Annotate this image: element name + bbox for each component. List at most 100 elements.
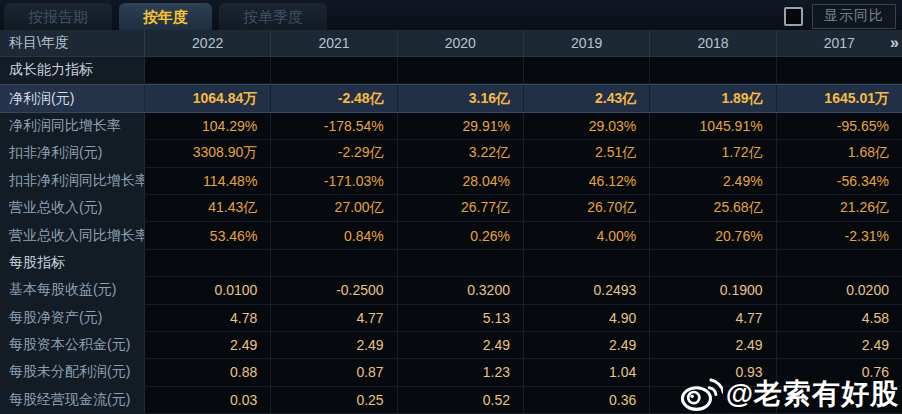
financial-data-table: 科目\年度 202220212020201920182017» 成长能力指标净利… [0, 30, 902, 414]
value-cell: 28.04% [398, 168, 524, 194]
year-column-header[interactable]: 2018 [650, 30, 776, 56]
value-cell: -2.31% [777, 222, 902, 248]
year-column-header[interactable]: 2017» [777, 30, 902, 56]
value-cell [145, 57, 271, 83]
value-cell: 0.52 [398, 387, 524, 413]
value-cell: 2.49 [398, 332, 524, 358]
value-cell: 0.88 [145, 359, 271, 385]
value-cell: 41.43亿 [145, 195, 271, 221]
value-cell: 4.58 [777, 305, 902, 331]
value-cell: 1.04 [524, 359, 650, 385]
value-cell: 1045.91% [650, 113, 776, 139]
year-column-header[interactable]: 2020 [398, 30, 524, 56]
value-cell [777, 250, 902, 276]
value-cell: 27.00亿 [271, 195, 397, 221]
yoy-controls: 显示同比 [784, 4, 896, 29]
table-row[interactable]: 营业总收入(元)41.43亿27.00亿26.77亿26.70亿25.68亿21… [0, 195, 902, 222]
table-row[interactable]: 基本每股收益(元)0.0100-0.25000.32000.24930.1900… [0, 277, 902, 304]
show-yoy-label[interactable]: 显示同比 [812, 4, 896, 29]
value-cell: -95.65% [777, 113, 902, 139]
value-cell [398, 250, 524, 276]
value-cell: 114.48% [145, 168, 271, 194]
table-row[interactable]: 每股经营现金流(元)0.030.250.520.36 [0, 387, 902, 414]
table-row[interactable]: 净利润同比增长率104.29%-178.54%29.91%29.03%1045.… [0, 113, 902, 140]
corner-header: 科目\年度 [0, 30, 145, 56]
value-cell: 1.89亿 [650, 85, 776, 111]
row-label: 每股未分配利润(元) [0, 359, 145, 385]
value-cell: 20.76% [650, 222, 776, 248]
table-row[interactable]: 每股资本公积金(元)2.492.492.492.492.492.49 [0, 332, 902, 359]
period-tab-bar: 按报告期 按年度 按单季度 显示同比 [0, 0, 902, 30]
value-cell: 1.23 [398, 359, 524, 385]
row-label: 基本每股收益(元) [0, 277, 145, 303]
year-column-header[interactable]: 2019 [524, 30, 650, 56]
value-cell [650, 250, 776, 276]
value-cell [524, 250, 650, 276]
value-cell [524, 57, 650, 83]
table-row[interactable]: 每股未分配利润(元)0.880.871.231.040.930.76 [0, 359, 902, 386]
value-cell: 0.0200 [777, 277, 902, 303]
value-cell: -2.29亿 [271, 140, 397, 166]
value-cell: 0.26% [398, 222, 524, 248]
value-cell [650, 387, 776, 413]
year-column-header[interactable]: 2021 [271, 30, 397, 56]
value-cell: 21.26亿 [777, 195, 902, 221]
row-label: 净利润同比增长率 [0, 113, 145, 139]
value-cell: 46.12% [524, 168, 650, 194]
value-cell: 53.46% [145, 222, 271, 248]
value-cell: 4.77 [650, 305, 776, 331]
value-cell: 1645.01万 [777, 85, 902, 111]
value-cell: -56.34% [777, 168, 902, 194]
value-cell: 0.84% [271, 222, 397, 248]
value-cell: 0.36 [524, 387, 650, 413]
table-row[interactable]: 净利润(元)1064.84万-2.48亿3.16亿2.43亿1.89亿1645.… [0, 84, 902, 112]
row-label: 扣非净利润(元) [0, 140, 145, 166]
more-years-icon[interactable]: » [890, 34, 897, 52]
value-cell: 1.68亿 [777, 140, 902, 166]
value-cell: -0.2500 [271, 277, 397, 303]
table-row[interactable]: 扣非净利润同比增长率114.48%-171.03%28.04%46.12%2.4… [0, 168, 902, 195]
value-cell: 26.77亿 [398, 195, 524, 221]
value-cell: 5.13 [398, 305, 524, 331]
value-cell [777, 387, 902, 413]
row-label: 营业总收入(元) [0, 195, 145, 221]
tab-by-quarter[interactable]: 按单季度 [219, 3, 327, 30]
value-cell: 0.1900 [650, 277, 776, 303]
tab-by-year[interactable]: 按年度 [119, 3, 212, 30]
table-row[interactable]: 每股净资产(元)4.784.775.134.904.774.58 [0, 305, 902, 332]
table-row[interactable]: 营业总收入同比增长率53.46%0.84%0.26%4.00%20.76%-2.… [0, 222, 902, 249]
value-cell: 2.49 [524, 332, 650, 358]
value-cell: 25.68亿 [650, 195, 776, 221]
value-cell: 0.2493 [524, 277, 650, 303]
value-cell: 2.43亿 [524, 85, 650, 111]
show-yoy-checkbox[interactable] [784, 7, 803, 26]
value-cell: -171.03% [271, 168, 397, 194]
table-row[interactable]: 成长能力指标 [0, 57, 902, 84]
year-column-header[interactable]: 2022 [145, 30, 271, 56]
value-cell: 104.29% [145, 113, 271, 139]
value-cell [271, 250, 397, 276]
table-row[interactable]: 每股指标 [0, 250, 902, 277]
value-cell: 2.49 [145, 332, 271, 358]
value-cell: 0.3200 [398, 277, 524, 303]
value-cell: 1.72亿 [650, 140, 776, 166]
value-cell: 29.91% [398, 113, 524, 139]
row-label: 每股净资产(元) [0, 305, 145, 331]
row-label: 净利润(元) [0, 85, 145, 111]
value-cell: 2.49% [650, 168, 776, 194]
value-cell: 4.00% [524, 222, 650, 248]
value-cell: 4.78 [145, 305, 271, 331]
value-cell: 0.93 [650, 359, 776, 385]
value-cell: 3.16亿 [398, 85, 524, 111]
value-cell: 3308.90万 [145, 140, 271, 166]
row-label: 每股资本公积金(元) [0, 332, 145, 358]
value-cell: 4.90 [524, 305, 650, 331]
tab-by-report-period[interactable]: 按报告期 [4, 3, 112, 30]
value-cell: 2.51亿 [524, 140, 650, 166]
value-cell: 0.87 [271, 359, 397, 385]
value-cell [398, 57, 524, 83]
value-cell: -2.48亿 [271, 85, 397, 111]
table-row[interactable]: 扣非净利润(元)3308.90万-2.29亿3.22亿2.51亿1.72亿1.6… [0, 140, 902, 167]
value-cell [650, 57, 776, 83]
value-cell: 0.0100 [145, 277, 271, 303]
